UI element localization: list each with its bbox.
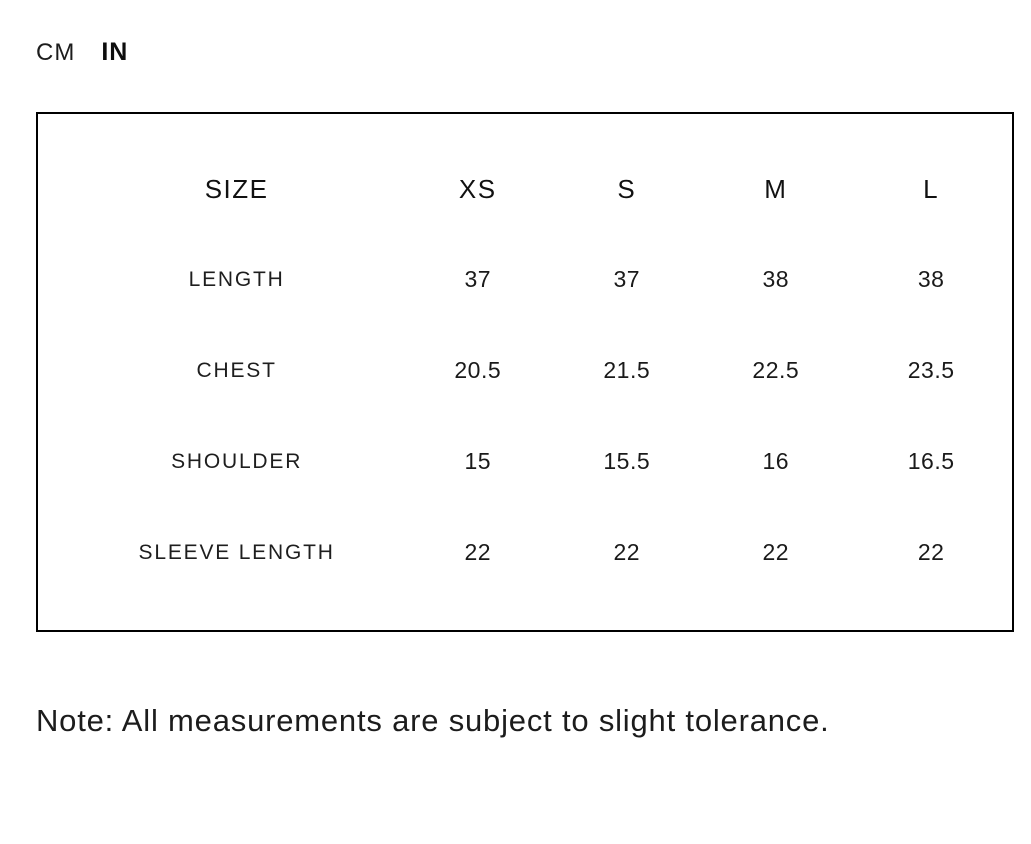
cell-chest-s: 21.5 — [603, 357, 651, 383]
column-header-size: SIZE — [204, 173, 269, 204]
row-label-length: LENGTH — [188, 267, 285, 291]
cell-length-m: 38 — [762, 266, 790, 292]
cell-sleeve-length-s: 22 — [613, 539, 641, 565]
column-header-m: M — [764, 173, 788, 204]
cell-sleeve-length-l: 22 — [917, 539, 945, 565]
table-row-chest: CHEST 20.5 21.5 22.5 23.5 — [38, 325, 1012, 416]
cell-shoulder-xs: 15 — [464, 448, 492, 474]
cell-length-l: 38 — [917, 266, 945, 292]
cell-chest-l: 23.5 — [907, 357, 955, 383]
cell-shoulder-s: 15.5 — [603, 448, 651, 474]
row-label-chest: CHEST — [196, 358, 277, 382]
table-row-length: LENGTH 37 37 38 38 — [38, 234, 1012, 325]
cell-sleeve-length-m: 22 — [762, 539, 790, 565]
size-chart-table-container: SIZE XS S M L LENGTH 37 37 38 38 CHEST 2 — [36, 112, 1014, 632]
column-header-s: S — [617, 173, 637, 204]
header-row: SIZE XS S M L — [38, 144, 1012, 234]
row-label-shoulder: SHOULDER — [171, 449, 303, 473]
cell-shoulder-m: 16 — [762, 448, 790, 474]
row-label-sleeve-length: SLEEVE LENGTH — [138, 540, 335, 564]
unit-toggle: CM IN — [36, 38, 128, 67]
cell-length-s: 37 — [613, 266, 641, 292]
cell-chest-xs: 20.5 — [454, 357, 502, 383]
unit-option-in[interactable]: IN — [101, 38, 129, 66]
cell-sleeve-length-xs: 22 — [464, 539, 492, 565]
table-row-shoulder: SHOULDER 15 15.5 16 16.5 — [38, 416, 1012, 507]
table-row-sleeve-length: SLEEVE LENGTH 22 22 22 22 — [38, 507, 1012, 598]
column-header-l: L — [923, 173, 940, 204]
cell-length-xs: 37 — [464, 266, 492, 292]
size-chart-table: SIZE XS S M L LENGTH 37 37 38 38 CHEST 2 — [38, 144, 1012, 598]
cell-chest-m: 22.5 — [752, 357, 800, 383]
cell-shoulder-l: 16.5 — [907, 448, 955, 474]
unit-option-cm[interactable]: CM — [36, 39, 76, 66]
tolerance-note: Note: All measurements are subject to sl… — [36, 703, 830, 738]
column-header-xs: XS — [458, 173, 497, 204]
